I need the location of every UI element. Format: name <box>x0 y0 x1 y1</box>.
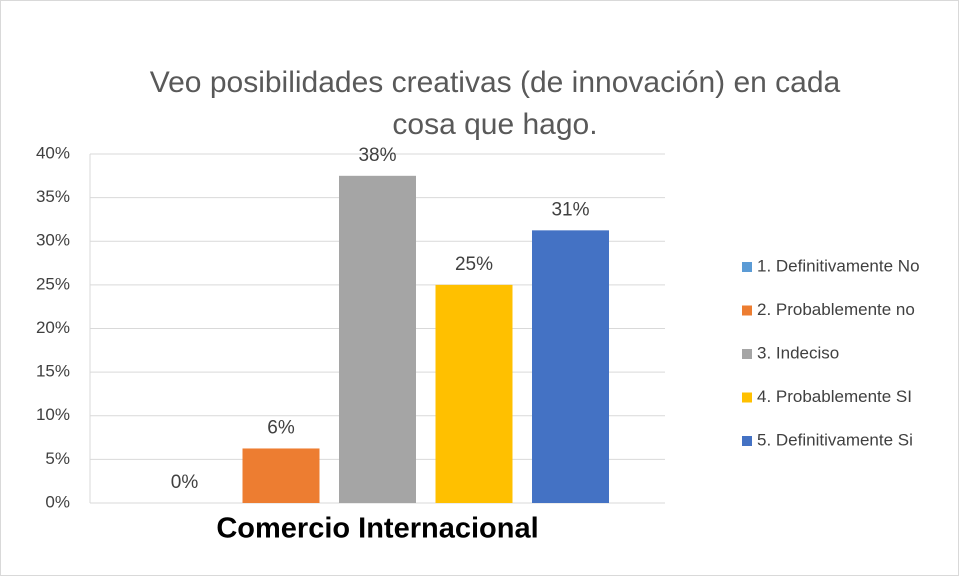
y-tick-label: 15% <box>36 362 70 381</box>
legend-swatch <box>742 349 752 359</box>
legend-swatch <box>742 262 752 272</box>
y-tick-label: 40% <box>36 143 70 162</box>
y-tick-label: 25% <box>36 274 70 293</box>
legend-swatch <box>742 436 752 446</box>
legend-swatch <box>742 392 752 403</box>
bar <box>435 284 513 503</box>
legend-label: 4. Probablemente SI <box>757 387 912 406</box>
bar <box>532 230 609 503</box>
legend-swatch <box>742 305 752 316</box>
bar <box>242 448 320 503</box>
y-tick-label: 0% <box>45 492 70 511</box>
chart-title: Veo posibilidades creativas (de innovaci… <box>149 66 841 141</box>
x-tick-label: Comercio Internacional <box>216 513 538 545</box>
data-label: 38% <box>358 145 396 166</box>
data-label: 0% <box>171 472 199 493</box>
y-tick-label: 20% <box>36 318 70 337</box>
y-tick-label: 35% <box>36 187 70 206</box>
data-label: 31% <box>551 199 589 220</box>
data-label: 6% <box>267 417 295 438</box>
legend-label: 3. Indeciso <box>757 343 839 362</box>
y-tick-label: 10% <box>36 405 70 424</box>
legend-label: 5. Definitivamente Si <box>757 430 913 449</box>
bar <box>339 175 416 503</box>
y-tick-label: 30% <box>36 231 70 250</box>
y-tick-label: 5% <box>45 449 70 468</box>
data-label: 25% <box>455 254 493 275</box>
legend-label: 2. Probablemente no <box>757 300 915 319</box>
legend-label: 1. Definitivamente No <box>757 256 920 275</box>
